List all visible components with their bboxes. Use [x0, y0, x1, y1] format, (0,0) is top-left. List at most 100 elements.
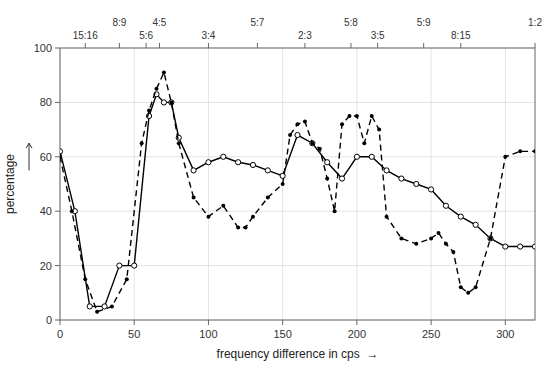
- series-point: [385, 215, 389, 219]
- y-tick: [55, 211, 60, 212]
- series-point: [310, 141, 314, 145]
- top-tick: [208, 43, 209, 48]
- series-point: [474, 285, 478, 289]
- top-tick-label: 15:16: [73, 30, 98, 41]
- top-tick-label: 8:9: [112, 17, 126, 28]
- series-point: [310, 141, 315, 146]
- y-axis-label: percentage: [3, 154, 17, 214]
- series-point: [117, 263, 122, 268]
- x-tick-label: 50: [128, 328, 140, 340]
- series-point: [503, 155, 507, 159]
- top-tick: [159, 43, 160, 48]
- top-tick-label: 5:6: [139, 30, 153, 41]
- top-tick-label: 1:2: [528, 17, 542, 28]
- series-point: [244, 226, 248, 230]
- series-point: [458, 214, 463, 219]
- series-point: [192, 196, 196, 200]
- series-point: [95, 310, 99, 314]
- series-point: [169, 100, 174, 105]
- series-point: [60, 149, 63, 154]
- top-tick-label: 5:9: [417, 17, 431, 28]
- series-line: [60, 72, 535, 311]
- series-point: [443, 203, 448, 208]
- series-point: [60, 155, 62, 159]
- series-group: [60, 70, 535, 313]
- series-point: [414, 181, 419, 186]
- series-point: [473, 222, 478, 227]
- series-point: [340, 122, 344, 126]
- series-point: [288, 133, 292, 137]
- series-point: [221, 204, 225, 208]
- series-point: [347, 114, 351, 118]
- series-point: [266, 196, 270, 200]
- series-point: [437, 231, 441, 235]
- series-point: [236, 226, 240, 230]
- top-tick-label: 4:5: [153, 17, 167, 28]
- series-point: [318, 147, 322, 151]
- series-point: [459, 285, 463, 289]
- series-point: [518, 149, 522, 153]
- chart: 050100150200250300frequency difference i…: [0, 0, 550, 370]
- series-point: [303, 119, 307, 123]
- series-point: [339, 176, 344, 181]
- series-point: [281, 182, 285, 186]
- grid-line-x: [208, 48, 209, 320]
- y-tick: [55, 320, 60, 321]
- top-tick-label: 5:8: [344, 17, 358, 28]
- series-point: [466, 291, 470, 295]
- series-point: [296, 122, 300, 126]
- top-tick: [85, 43, 86, 48]
- x-axis-label: frequency difference in cps →: [217, 347, 379, 361]
- series-point: [154, 87, 158, 91]
- plot-frame: [60, 48, 535, 320]
- series-point: [140, 141, 144, 145]
- x-tick: [134, 320, 135, 325]
- series-point: [355, 114, 359, 118]
- grid-line-y: [60, 102, 535, 103]
- series-point: [169, 100, 173, 104]
- x-tick-label: 0: [57, 328, 63, 340]
- top-tick-label: 2:3: [298, 30, 312, 41]
- series-point: [295, 132, 300, 137]
- y-tick: [55, 265, 60, 266]
- series-point: [70, 209, 74, 213]
- top-tick: [535, 43, 536, 48]
- top-tick-label: 3:5: [371, 30, 385, 41]
- series-point: [221, 154, 226, 159]
- top-tick: [146, 43, 147, 48]
- x-tick: [431, 320, 432, 325]
- series-point: [102, 304, 107, 309]
- top-tick: [304, 43, 305, 48]
- series-point: [518, 244, 523, 249]
- series-point: [451, 250, 455, 254]
- x-tick-label: 250: [422, 328, 440, 340]
- grid-line-x: [431, 48, 432, 320]
- y-tick: [55, 156, 60, 157]
- x-tick: [282, 320, 283, 325]
- series-point: [161, 100, 166, 105]
- x-tick-label: 200: [348, 328, 366, 340]
- x-tick-label: 300: [496, 328, 514, 340]
- series-point: [87, 304, 92, 309]
- series-point: [147, 109, 151, 113]
- series-point: [377, 128, 381, 132]
- y-tick-label: 60: [40, 151, 52, 163]
- series-point: [132, 263, 137, 268]
- series-point: [206, 160, 211, 165]
- series-point: [384, 168, 389, 173]
- series-point: [429, 236, 433, 240]
- series-point: [333, 209, 337, 213]
- series-point: [354, 154, 359, 159]
- x-tick: [208, 320, 209, 325]
- grid-line-x: [356, 48, 357, 320]
- series-point: [444, 242, 448, 246]
- grid-line-y: [60, 211, 535, 212]
- series-point: [362, 141, 366, 145]
- series-point: [177, 141, 181, 145]
- x-tick-label: 150: [273, 328, 291, 340]
- series-point: [162, 70, 166, 74]
- x-axis: 050100150200250300frequency difference i…: [57, 320, 515, 361]
- x-tick: [505, 320, 506, 325]
- top-axis: 15:168:95:64:53:45:72:35:83:55:98:151:2: [73, 17, 543, 48]
- series-point: [399, 236, 403, 240]
